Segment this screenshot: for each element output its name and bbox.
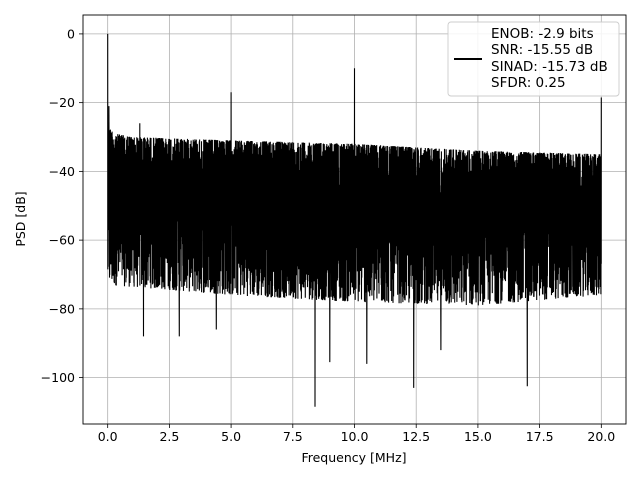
x-tick-label: 12.5 <box>402 429 430 444</box>
x-axis-label: Frequency [MHz] <box>301 450 406 465</box>
x-tick-label: 17.5 <box>526 429 554 444</box>
legend-box <box>447 21 620 97</box>
psd-trace <box>107 33 602 407</box>
legend: ENOB: -2.9 bits SNR: -15.55 dB SINAD: -1… <box>447 21 620 97</box>
x-tick-label: 15.0 <box>464 429 492 444</box>
x-tick-label: 10.0 <box>341 429 369 444</box>
x-tick-label: 2.5 <box>159 429 179 444</box>
x-tick-label: 20.0 <box>587 429 615 444</box>
y-tick-label: −20 <box>49 95 75 110</box>
legend-enob: ENOB: -2.9 bits <box>491 26 594 42</box>
y-tick-label: −40 <box>49 164 75 179</box>
x-tick-label: 0.0 <box>98 429 118 444</box>
y-tick-label: −100 <box>41 370 75 385</box>
x-tick-label: 7.5 <box>283 429 303 444</box>
psd-series <box>107 33 602 407</box>
x-tick-label: 5.0 <box>221 429 241 444</box>
legend-sfdr: SFDR: 0.25 <box>491 75 566 91</box>
y-tick-label: −80 <box>49 301 75 316</box>
y-axis-label: PSD [dB] <box>13 191 28 246</box>
y-tick-label: −60 <box>49 233 75 248</box>
y-tick-label: 0 <box>67 26 75 41</box>
axis-ticks: 0.0 2.5 5.0 7.5 10.0 12.5 15.0 17.5 20.0 0 −20 −40 −… <box>41 26 616 444</box>
legend-snr: SNR: -15.55 dB <box>491 42 593 58</box>
legend-sinad: SINAD: -15.73 dB <box>491 59 608 75</box>
